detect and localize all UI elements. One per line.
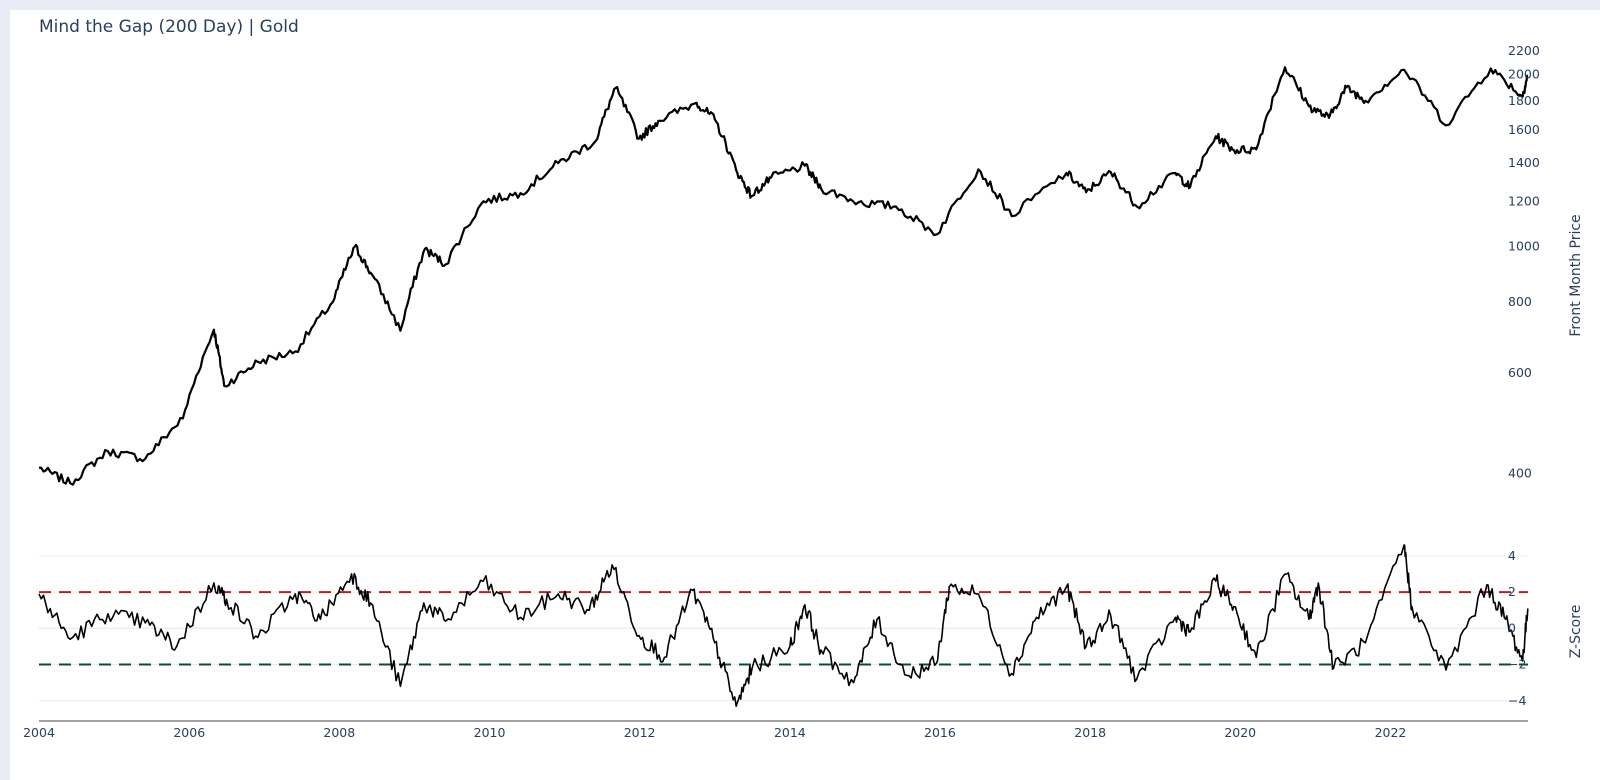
zscore-tick-label: 2 (1508, 584, 1516, 599)
price-tick-label: 2000 (1508, 67, 1540, 82)
zscore-tick-label: −4 (1508, 693, 1526, 708)
x-tick-label: 2012 (624, 725, 656, 740)
price-series (38, 66, 1529, 486)
price-tick-label: 600 (1508, 365, 1532, 380)
price-tick-label: 1000 (1508, 239, 1540, 254)
zscore-tick-label: 4 (1508, 548, 1516, 563)
zscore-grid (39, 555, 1528, 702)
zscore-tick-label: −2 (1508, 657, 1526, 672)
x-tick-label: 2016 (924, 725, 956, 740)
price-axis-title: Front Month Price (1568, 214, 1584, 336)
x-tick-label: 2004 (23, 725, 55, 740)
price-tick-label: 1600 (1508, 122, 1540, 137)
chart-title: Mind the Gap (200 Day) | Gold (39, 17, 299, 37)
x-tick-label: 2022 (1375, 725, 1407, 740)
zscore-series (38, 544, 1529, 707)
price-tick-label: 1200 (1508, 193, 1540, 208)
chart-frame (10, 10, 1600, 780)
price-tick-label: 1800 (1508, 93, 1540, 108)
x-tick-label: 2010 (474, 725, 506, 740)
x-tick-label: 2014 (774, 725, 806, 740)
x-tick-label: 2008 (323, 725, 355, 740)
zscore-line (38, 544, 1529, 707)
x-tick-label: 2006 (173, 725, 205, 740)
x-axis-ticks: 2004 2006 2008 2010 2012 2014 2016 2018 2020 2022 (23, 725, 1406, 740)
price-tick-label: 1400 (1508, 155, 1540, 170)
price-axis-ticks: 400 600 800 1000 1200 1400 1600 1800 2000 2200 (1508, 43, 1540, 481)
price-tick-label: 800 (1508, 294, 1532, 309)
zscore-tick-label: 0 (1508, 620, 1516, 635)
x-tick-label: 2020 (1224, 725, 1256, 740)
x-tick-label: 2018 (1074, 725, 1106, 740)
zscore-axis-ticks: 4 2 0 −2 −4 (1508, 548, 1526, 708)
price-tick-label: 2200 (1508, 43, 1540, 58)
price-line (38, 66, 1529, 486)
zscore-axis-title: Z-Score (1568, 605, 1584, 659)
price-tick-label: 400 (1508, 466, 1532, 481)
